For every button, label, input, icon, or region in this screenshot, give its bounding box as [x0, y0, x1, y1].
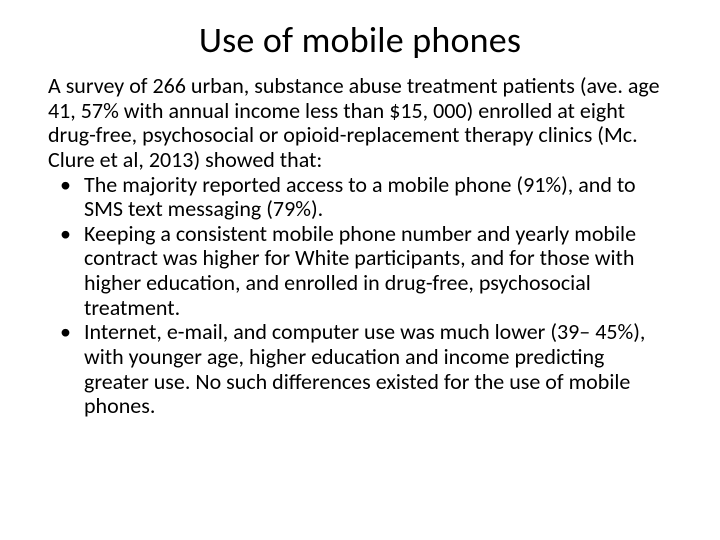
intro-paragraph: A survey of 266 urban, substance abuse t… [48, 74, 672, 173]
slide: Use of mobile phones A survey of 266 urb… [0, 0, 720, 540]
list-item: • Keeping a consistent mobile phone numb… [48, 222, 672, 321]
bullet-text: Internet, e-mail, and computer use was m… [84, 318, 645, 419]
slide-title: Use of mobile phones [48, 18, 672, 62]
list-item: • The majority reported access to a mobi… [48, 173, 672, 222]
bullet-list: • The majority reported access to a mobi… [48, 173, 672, 419]
bullet-icon: • [60, 320, 71, 345]
list-item: • Internet, e-mail, and computer use was… [48, 320, 672, 419]
bullet-text: Keeping a consistent mobile phone number… [84, 220, 636, 321]
bullet-text: The majority reported access to a mobile… [84, 171, 636, 223]
bullet-icon: • [60, 173, 71, 198]
bullet-icon: • [60, 222, 71, 247]
slide-body: A survey of 266 urban, substance abuse t… [48, 74, 672, 419]
